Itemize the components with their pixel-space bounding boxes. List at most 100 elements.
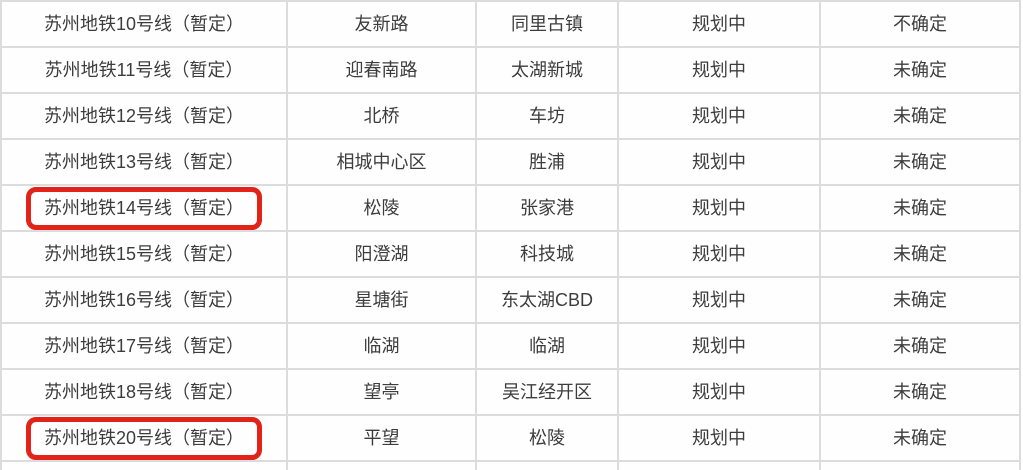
cell-text: 友新路 — [354, 14, 409, 34]
cell-text: 苏州地铁16号线（暂定） — [43, 290, 245, 310]
cell-text: 苏州地铁10号线（暂定） — [43, 14, 245, 34]
cell-start: 友新路 — [286, 0, 477, 48]
highlighted-line-name: 苏州地铁14号线（暂定） — [25, 187, 263, 229]
cell-certainty: 未确定 — [819, 414, 1021, 462]
cell-text: 阳澄湖 — [354, 244, 409, 264]
cell-empty — [0, 460, 288, 470]
cell-empty — [475, 460, 619, 470]
cell-text: 苏州地铁13号线（暂定） — [43, 152, 245, 172]
cell-text: 张家港 — [520, 198, 574, 218]
cell-start: 迎春南路 — [286, 46, 477, 94]
cell-status: 规划中 — [617, 276, 821, 324]
cell-end: 松陵 — [475, 414, 619, 462]
cell-line: 苏州地铁13号线（暂定） — [0, 138, 288, 186]
cell-line: 苏州地铁15号线（暂定） — [0, 230, 288, 278]
highlighted-line-name: 苏州地铁20号线（暂定） — [25, 417, 263, 459]
cell-text: 规划中 — [692, 244, 746, 264]
cell-text: 规划中 — [692, 198, 746, 218]
cell-end: 太湖新城 — [475, 46, 619, 94]
cell-text: 太湖新城 — [511, 60, 583, 80]
cell-status: 规划中 — [617, 138, 821, 186]
cell-text: 未确定 — [893, 336, 947, 356]
table-row: 苏州地铁10号线（暂定） 友新路 同里古镇 规划中 不确定 — [0, 0, 1021, 48]
cell-text: 规划中 — [692, 152, 746, 172]
cell-text: 迎春南路 — [345, 60, 418, 80]
table-row: 苏州地铁17号线（暂定） 临湖 临湖 规划中 未确定 — [0, 322, 1021, 370]
cell-start: 松陵 — [286, 184, 477, 232]
cell-end: 科技城 — [475, 230, 619, 278]
cell-status: 规划中 — [617, 368, 821, 416]
cell-text: 未确定 — [893, 106, 947, 126]
cell-text: 星塘街 — [354, 290, 409, 310]
cell-text: 北桥 — [363, 106, 400, 126]
table-row: 苏州地铁16号线（暂定） 星塘街 东太湖CBD 规划中 未确定 — [0, 276, 1021, 324]
cell-end: 车坊 — [475, 92, 619, 140]
cell-certainty: 未确定 — [819, 92, 1021, 140]
cell-certainty: 未确定 — [819, 184, 1021, 232]
cell-status: 规划中 — [617, 414, 821, 462]
cell-text: 东太湖CBD — [500, 290, 593, 310]
cell-status: 规划中 — [617, 184, 821, 232]
cell-text: 规划中 — [692, 106, 746, 126]
cell-certainty: 未确定 — [819, 138, 1021, 186]
cell-text: 未确定 — [893, 244, 947, 264]
cell-end: 吴江经开区 — [475, 368, 619, 416]
cell-text: 规划中 — [692, 14, 746, 34]
cell-line: 苏州地铁17号线（暂定） — [0, 322, 288, 370]
cell-text: 未确定 — [893, 290, 947, 310]
cell-certainty: 不确定 — [819, 0, 1021, 48]
cell-text: 规划中 — [692, 428, 746, 448]
cell-text: 相城中心区 — [336, 152, 427, 172]
cell-text: 未确定 — [893, 382, 947, 402]
cell-text: 望亭 — [363, 382, 400, 402]
cell-end: 张家港 — [475, 184, 619, 232]
cell-text: 未确定 — [893, 152, 947, 172]
cell-end: 临湖 — [475, 322, 619, 370]
cell-line: 苏州地铁14号线（暂定） — [0, 184, 288, 232]
cell-line: 苏州地铁16号线（暂定） — [0, 276, 288, 324]
table-row: 苏州地铁20号线（暂定） 平望 松陵 规划中 未确定 — [0, 414, 1021, 462]
cell-end: 东太湖CBD — [475, 276, 619, 324]
cell-start: 临湖 — [286, 322, 477, 370]
table-row-partial — [0, 460, 1021, 470]
cell-text: 吴江经开区 — [502, 382, 592, 402]
cell-certainty: 未确定 — [819, 46, 1021, 94]
cell-text: 临湖 — [529, 336, 565, 356]
cell-text: 松陵 — [529, 428, 565, 448]
cell-status: 规划中 — [617, 0, 821, 48]
cell-end: 胜浦 — [475, 138, 619, 186]
cell-start: 相城中心区 — [286, 138, 477, 186]
cell-text: 苏州地铁12号线（暂定） — [43, 106, 245, 126]
cell-end: 同里古镇 — [475, 0, 619, 48]
cell-empty — [819, 460, 1021, 470]
cell-text: 平望 — [363, 428, 400, 448]
cell-line: 苏州地铁11号线（暂定） — [0, 46, 288, 94]
cell-text: 未确定 — [893, 428, 947, 448]
cell-text: 规划中 — [692, 60, 746, 80]
cell-certainty: 未确定 — [819, 230, 1021, 278]
cell-start: 阳澄湖 — [286, 230, 477, 278]
table-row: 苏州地铁13号线（暂定） 相城中心区 胜浦 规划中 未确定 — [0, 138, 1021, 186]
cell-start: 北桥 — [286, 92, 477, 140]
table-row: 苏州地铁11号线（暂定） 迎春南路 太湖新城 规划中 未确定 — [0, 46, 1021, 94]
cell-text: 胜浦 — [529, 152, 565, 172]
cell-text: 不确定 — [893, 14, 947, 34]
cell-start: 星塘街 — [286, 276, 477, 324]
table-row: 苏州地铁15号线（暂定） 阳澄湖 科技城 规划中 未确定 — [0, 230, 1021, 278]
cell-line: 苏州地铁20号线（暂定） — [0, 414, 288, 462]
cell-text: 苏州地铁18号线（暂定） — [43, 382, 245, 402]
cell-text: 科技城 — [520, 244, 574, 264]
cell-status: 规划中 — [617, 92, 821, 140]
cell-text: 苏州地铁11号线（暂定） — [44, 60, 244, 80]
cell-line: 苏州地铁18号线（暂定） — [0, 368, 288, 416]
cell-status: 规划中 — [617, 322, 821, 370]
cell-text: 规划中 — [692, 382, 746, 402]
table-row: 苏州地铁14号线（暂定） 松陵 张家港 规划中 未确定 — [0, 184, 1021, 232]
cell-text: 规划中 — [692, 336, 746, 356]
cell-certainty: 未确定 — [819, 322, 1021, 370]
cell-text: 车坊 — [529, 106, 565, 126]
cell-empty — [617, 460, 821, 470]
